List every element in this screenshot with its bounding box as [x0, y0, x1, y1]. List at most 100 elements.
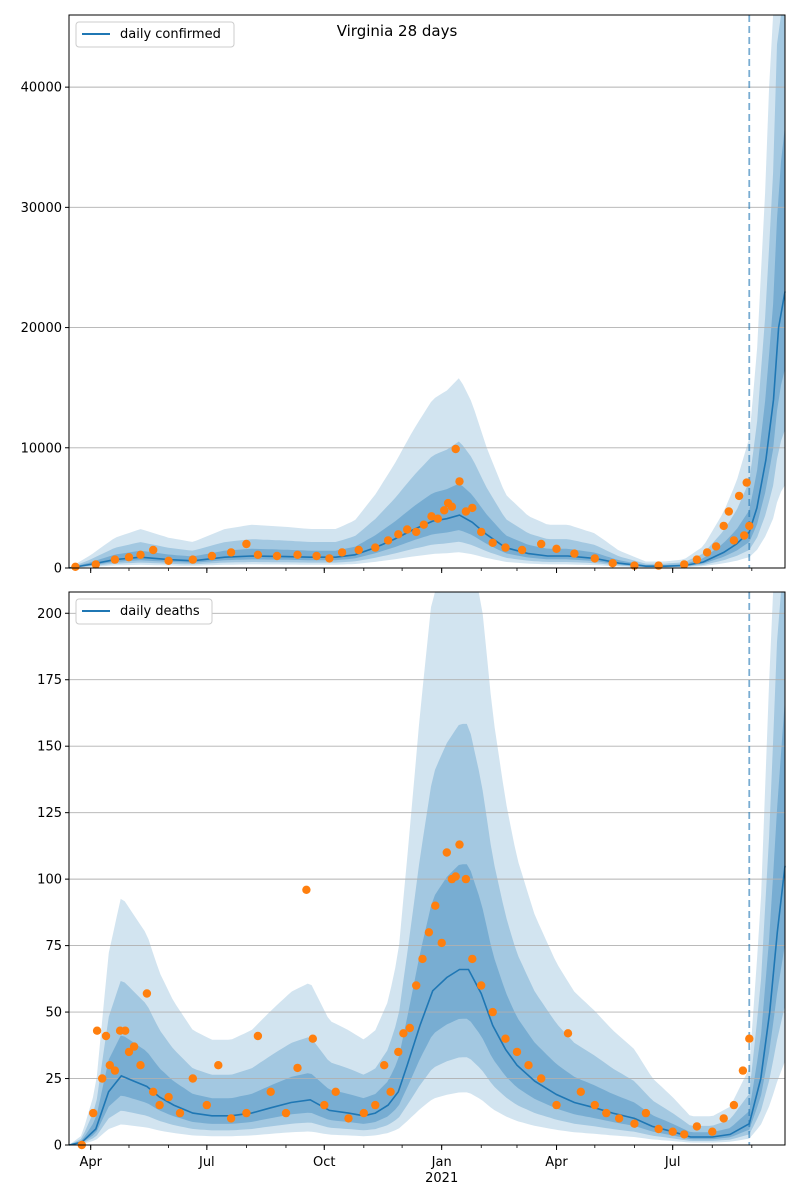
- data-point: [431, 901, 440, 910]
- data-point: [488, 538, 497, 547]
- data-point: [501, 543, 510, 552]
- confirmed-legend: daily confirmed: [75, 21, 235, 48]
- data-point: [320, 1100, 329, 1110]
- data-point: [188, 1074, 197, 1083]
- data-point: [729, 536, 739, 545]
- y-tick-label: 200: [37, 607, 62, 622]
- data-point: [412, 981, 421, 990]
- data-point: [447, 502, 457, 511]
- data-point: [419, 520, 428, 529]
- data-point: [537, 539, 546, 549]
- data-point: [293, 550, 302, 559]
- data-point: [129, 1042, 139, 1051]
- data-point: [424, 928, 434, 937]
- data-point: [71, 562, 80, 571]
- data-point: [91, 560, 101, 569]
- legend-box: [75, 598, 213, 625]
- data-point: [630, 1119, 639, 1128]
- data-point: [433, 514, 442, 523]
- confirmed-gridlines: [69, 86, 785, 449]
- data-point: [680, 1130, 689, 1139]
- data-point: [281, 1108, 291, 1118]
- data-point: [394, 530, 403, 539]
- data-point: [455, 840, 464, 849]
- x-tick-label: Apr: [79, 1155, 102, 1170]
- data-point: [110, 555, 120, 564]
- data-point: [427, 512, 436, 521]
- data-point: [702, 548, 712, 557]
- data-point: [570, 549, 579, 558]
- y-tick-label: 25: [45, 1072, 62, 1087]
- data-point: [207, 551, 217, 561]
- data-point: [654, 1124, 663, 1134]
- data-point: [253, 1031, 263, 1041]
- confirmed-y-axis: 0 10000 20000 30000 40000: [21, 81, 69, 577]
- data-point: [729, 1100, 739, 1110]
- data-point: [266, 1087, 275, 1097]
- y-tick-label: 75: [45, 939, 62, 954]
- data-point: [711, 542, 721, 551]
- x-tick-label: Apr: [545, 1155, 568, 1170]
- data-point: [242, 1108, 251, 1118]
- data-point: [641, 1108, 651, 1118]
- data-point: [325, 554, 334, 563]
- y-tick-label: 0: [54, 1139, 62, 1154]
- data-point: [738, 1066, 748, 1075]
- data-point: [399, 1029, 408, 1038]
- x-tick-label: Jul: [664, 1155, 681, 1170]
- data-point: [371, 1100, 380, 1110]
- confirmed-observed-points: [71, 444, 754, 571]
- x-tick-label: Oct: [313, 1155, 335, 1170]
- data-point: [692, 1122, 702, 1131]
- y-tick-label: 20000: [21, 321, 62, 336]
- data-point: [724, 507, 733, 516]
- y-tick-label: 10000: [21, 441, 62, 456]
- data-point: [331, 1087, 340, 1097]
- data-point: [308, 1034, 317, 1043]
- data-point: [164, 556, 173, 565]
- data-point: [293, 1063, 302, 1073]
- uncertainty-band-0: [69, 15, 785, 568]
- data-point: [136, 550, 145, 559]
- data-point: [477, 527, 486, 537]
- uncertainty-band-2: [69, 698, 785, 1145]
- data-point: [124, 553, 134, 562]
- data-point: [121, 1026, 130, 1035]
- data-point: [461, 507, 471, 516]
- x-tick-label: Jul: [198, 1155, 215, 1170]
- uncertainty-band-0: [69, 592, 785, 1145]
- data-point: [708, 1127, 717, 1136]
- y-tick-label: 100: [37, 873, 62, 888]
- data-point: [337, 548, 347, 557]
- data-point: [576, 1087, 585, 1097]
- data-point: [552, 544, 561, 553]
- deaths-plot-frame: [69, 592, 785, 1145]
- legend-label: daily deaths: [120, 604, 200, 619]
- y-tick-label: 50: [45, 1006, 62, 1021]
- data-point: [742, 478, 751, 487]
- data-point: [745, 521, 754, 531]
- data-point: [371, 543, 380, 552]
- data-point: [175, 1108, 185, 1118]
- data-point: [451, 444, 460, 454]
- data-point: [468, 954, 477, 964]
- data-point: [92, 1026, 102, 1035]
- y-tick-label: 125: [37, 806, 62, 821]
- data-point: [517, 545, 527, 555]
- data-point: [354, 545, 363, 555]
- x-tick-sublabel: 2021: [425, 1171, 458, 1186]
- y-tick-label: 30000: [21, 201, 62, 216]
- data-point: [608, 559, 617, 568]
- data-point: [602, 1108, 611, 1118]
- y-tick-label: 0: [54, 562, 62, 577]
- data-point: [654, 561, 663, 570]
- data-point: [110, 1066, 120, 1075]
- data-point: [537, 1074, 546, 1083]
- data-point: [155, 1100, 164, 1110]
- data-point: [590, 554, 599, 563]
- legend-box: [75, 21, 235, 48]
- data-point: [418, 954, 427, 964]
- deaths-plot-border: [68, 591, 786, 1146]
